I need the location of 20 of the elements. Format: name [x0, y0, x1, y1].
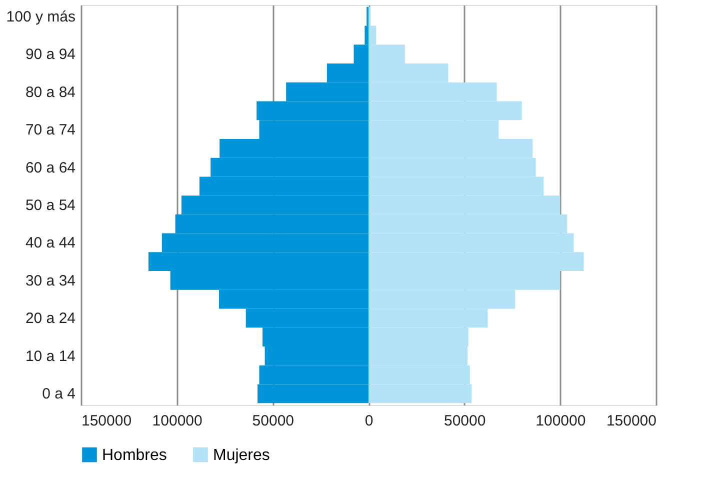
x-tick-label: 0: [364, 412, 374, 430]
legend-label: Hombres: [102, 446, 167, 464]
y-tick-label: 20 a 24: [25, 310, 76, 328]
x-tick-label: 50000: [252, 412, 294, 430]
y-tick-label: 100 y más: [6, 8, 76, 26]
y-tick-label: 50 a 54: [25, 197, 76, 214]
y-tick-label: 40 a 44: [25, 234, 76, 252]
x-tick-label: 50000: [444, 412, 486, 430]
y-tick-label: 60 a 64: [25, 159, 76, 176]
x-tick-label: 100000: [152, 412, 202, 430]
y-tick-label: 90 a 94: [25, 46, 76, 64]
x-tick-label: 150000: [606, 412, 656, 430]
y-tick-label: 80 a 84: [25, 84, 76, 101]
y-tick-label: 70 a 74: [25, 122, 76, 139]
y-tick-label: 0 a 4: [42, 386, 76, 403]
x-tick-label: 100000: [536, 412, 586, 430]
y-tick-label: 10 a 14: [25, 348, 76, 365]
legend-label: Mujeres: [213, 446, 270, 464]
x-tick-label: 150000: [82, 412, 132, 430]
y-tick-label: 30 a 34: [25, 272, 76, 290]
